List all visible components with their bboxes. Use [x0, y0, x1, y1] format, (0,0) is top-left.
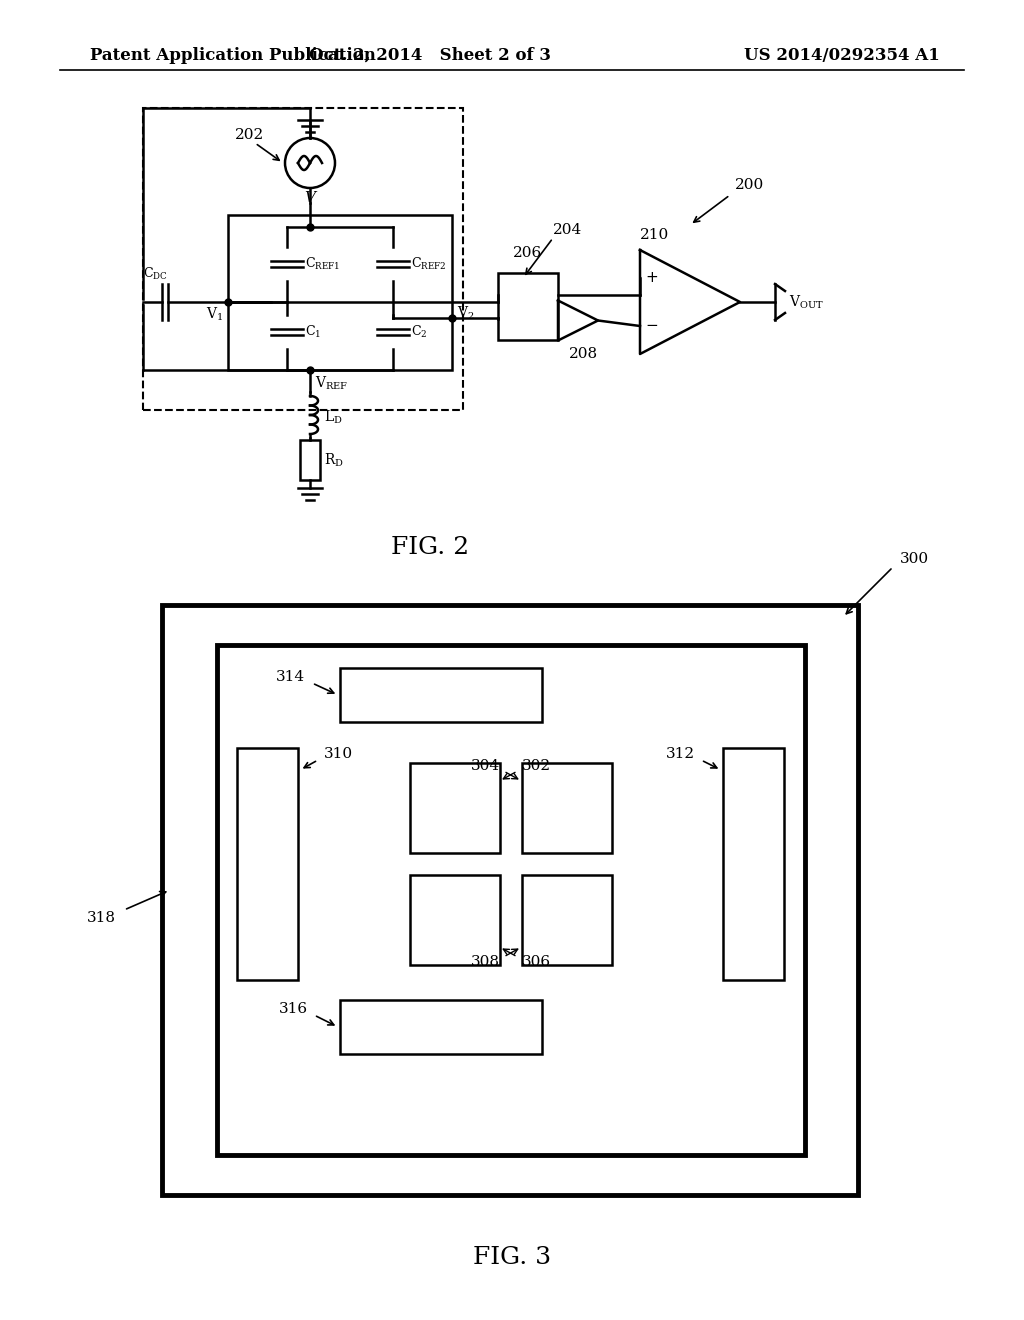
Text: −: − [645, 318, 658, 334]
Text: Patent Application Publication: Patent Application Publication [90, 46, 376, 63]
Text: 206: 206 [513, 246, 543, 260]
Text: $\mathregular{V_1}$: $\mathregular{V_1}$ [206, 305, 223, 322]
Text: 318: 318 [87, 911, 116, 925]
Bar [143, 108, 463, 411]
Text: 308: 308 [470, 954, 500, 969]
Text: $\mathregular{C_1}$: $\mathregular{C_1}$ [305, 323, 322, 341]
Text: US 2014/0292354 A1: US 2014/0292354 A1 [744, 46, 940, 63]
Text: $\mathregular{C_2}$: $\mathregular{C_2}$ [411, 323, 427, 341]
Text: 202: 202 [236, 128, 264, 143]
Text: $\mathregular{R_D}$: $\mathregular{R_D}$ [324, 451, 344, 469]
Text: $\mathregular{L_D}$: $\mathregular{L_D}$ [324, 408, 343, 425]
Bar [340, 1001, 542, 1053]
Text: $\mathregular{C_{REF1}}$: $\mathregular{C_{REF1}}$ [305, 256, 340, 272]
Text: 314: 314 [275, 671, 305, 684]
Bar [498, 273, 558, 341]
Text: 304: 304 [470, 759, 500, 774]
Text: $\mathregular{C_{DC}}$: $\mathregular{C_{DC}}$ [142, 265, 168, 282]
Bar [228, 215, 452, 370]
Bar [521, 763, 611, 853]
Text: $\mathregular{C_{REF2}}$: $\mathregular{C_{REF2}}$ [411, 256, 446, 272]
Text: 210: 210 [640, 228, 670, 242]
Text: V: V [304, 191, 315, 205]
Bar [217, 645, 805, 1155]
Bar [410, 763, 500, 853]
Text: 200: 200 [735, 178, 765, 191]
Text: +: + [645, 271, 658, 285]
Text: $\mathregular{V_2}$: $\mathregular{V_2}$ [457, 305, 474, 322]
Bar [237, 748, 298, 979]
Bar [410, 875, 500, 965]
Text: 204: 204 [553, 223, 583, 238]
Bar [723, 748, 784, 979]
Text: $\mathregular{V_{OUT}}$: $\mathregular{V_{OUT}}$ [790, 293, 824, 310]
Text: 208: 208 [568, 347, 598, 362]
Bar [340, 668, 542, 722]
Text: 306: 306 [521, 954, 551, 969]
Text: $\mathregular{V_{REF}}$: $\mathregular{V_{REF}}$ [315, 375, 348, 392]
Text: 310: 310 [324, 747, 353, 762]
Bar [300, 440, 319, 480]
Bar [162, 605, 858, 1195]
Text: 312: 312 [666, 747, 695, 762]
Text: 302: 302 [521, 759, 551, 774]
Text: 316: 316 [279, 1002, 308, 1016]
Text: Oct. 2, 2014   Sheet 2 of 3: Oct. 2, 2014 Sheet 2 of 3 [309, 46, 551, 63]
Text: 300: 300 [900, 552, 929, 566]
Text: FIG. 2: FIG. 2 [391, 536, 469, 560]
Text: FIG. 3: FIG. 3 [473, 1246, 551, 1270]
Bar [521, 875, 611, 965]
